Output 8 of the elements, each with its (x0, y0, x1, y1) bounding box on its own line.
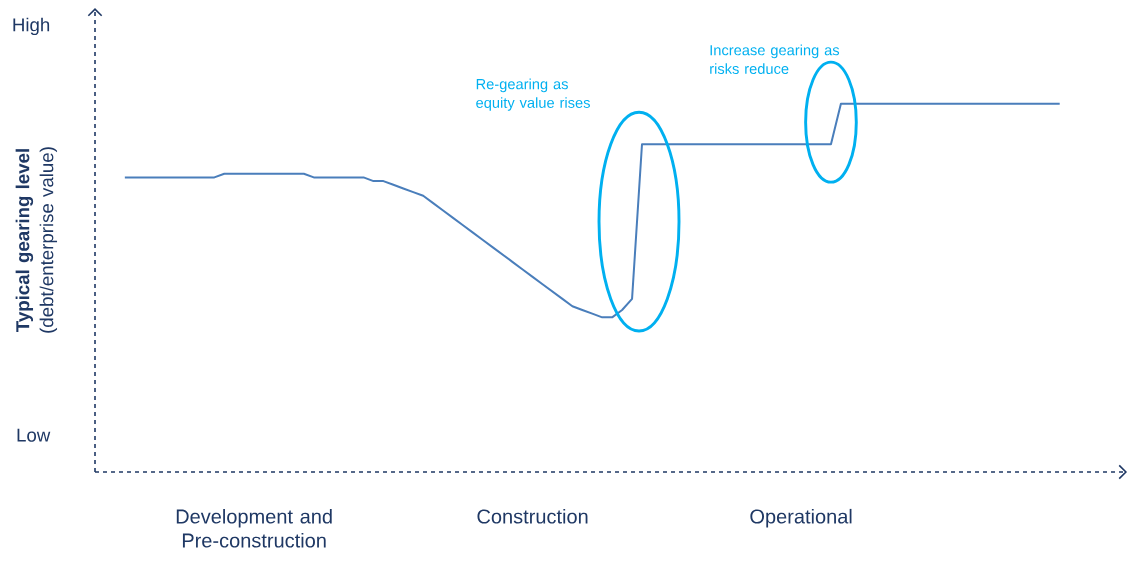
y-axis-title: Typical gearing level (debt/enterprise value) (15, 147, 58, 333)
x-tick-label: Development and Pre-construction (176, 508, 332, 548)
x-tick-label: Operational (750, 508, 852, 528)
annotation: Re-gearing as equity value rises (476, 78, 590, 111)
text: Increase gearing as risks reduce (710, 44, 840, 75)
x-tick-label: Construction (477, 508, 588, 524)
text: Low (17, 428, 51, 442)
text: High (13, 17, 50, 36)
